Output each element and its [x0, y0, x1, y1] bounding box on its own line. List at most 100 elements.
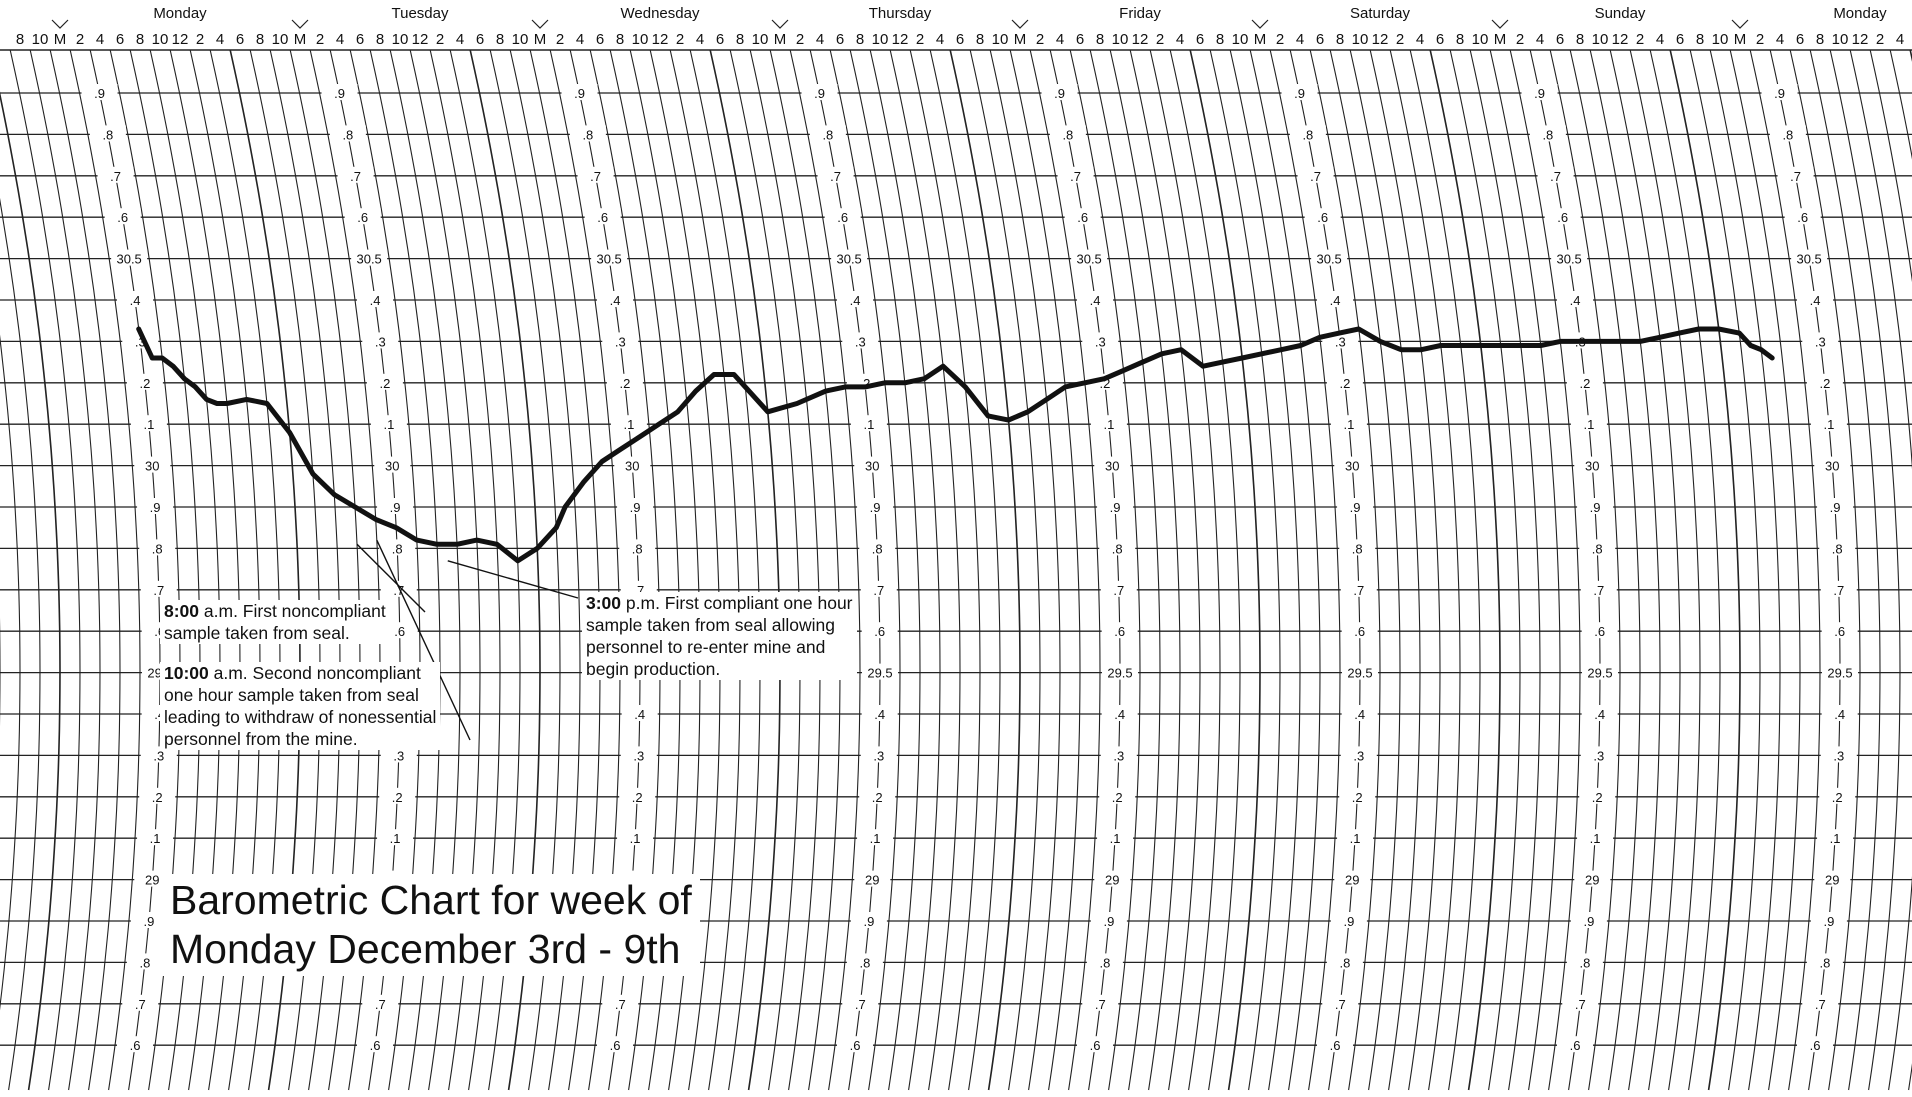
scale-label-bg [1339, 539, 1376, 556]
scale-label: 30 [865, 459, 879, 474]
scale-label: .4 [370, 293, 381, 308]
scale-label: .9 [390, 500, 401, 515]
hour-label: 8 [616, 31, 624, 48]
scale-label: .6 [1557, 210, 1568, 225]
scale-label: .3 [1833, 748, 1844, 763]
leader-line [356, 543, 426, 613]
day-label: Sunday [1595, 5, 1646, 22]
scale-label: .7 [110, 169, 121, 184]
scale-label-bg [344, 208, 381, 225]
scale-label: .6 [1834, 624, 1845, 639]
grid-time-arc [1029, 49, 1101, 1091]
scale-label-bg [862, 663, 898, 680]
hour-label: M [1494, 31, 1507, 48]
scale-label-bg [329, 125, 366, 142]
hour-label: 10 [392, 31, 409, 48]
scale-label: .8 [1302, 127, 1313, 142]
scale-label: .4 [1570, 293, 1581, 308]
grid-time-arc [1309, 49, 1381, 1091]
scale-label: .8 [1339, 955, 1350, 970]
scale-label-bg [1581, 705, 1618, 721]
scale-label: .2 [1819, 376, 1830, 391]
scale-label: .1 [1583, 417, 1594, 432]
scale-label-bg [1340, 580, 1377, 597]
grid-day-arc [709, 49, 781, 1091]
grid-time-arc [1349, 49, 1421, 1091]
scale-label: .9 [1294, 86, 1305, 101]
scale-label: 29 [1345, 873, 1359, 888]
scale-label: .7 [1550, 169, 1561, 184]
scale-label-bg [1100, 580, 1137, 597]
scale-label: .1 [1110, 831, 1121, 846]
scale-label-bg [842, 332, 879, 349]
hour-label: 12 [1132, 31, 1149, 48]
hour-label: 8 [1096, 31, 1104, 48]
scale-label-bg [1557, 291, 1594, 307]
scale-label: .4 [610, 293, 621, 308]
scale-label-bg [140, 746, 177, 763]
scale-label: 30.5 [1796, 252, 1821, 267]
hour-label: 8 [256, 31, 264, 48]
scale-label: .4 [1810, 293, 1821, 308]
scale-label-bg [377, 829, 414, 846]
grid-time-arc [829, 49, 901, 1091]
annotation-second-noncompliant: 10:00 a.m. Second noncompliant one hour … [160, 662, 441, 750]
scale-label-bg [1821, 705, 1858, 721]
scale-label: .2 [1339, 376, 1350, 391]
scale-label-bg [1049, 125, 1086, 142]
scale-label: .2 [872, 790, 883, 805]
hour-label: 10 [752, 31, 769, 48]
hour-label: 10 [1832, 31, 1849, 48]
scale-label-bg [1102, 663, 1138, 680]
scale-label: .7 [1593, 583, 1604, 598]
hour-label: 10 [1232, 31, 1249, 48]
hour-label: 10 [32, 31, 49, 48]
hour-label: 6 [1796, 31, 1804, 48]
scale-label: .6 [1810, 1038, 1821, 1053]
scale-label: .3 [1593, 748, 1604, 763]
grid-time-arc [1869, 49, 1912, 1091]
scale-label-bg [377, 498, 414, 514]
scale-label: .9 [334, 86, 345, 101]
scale-label-bg [126, 953, 163, 970]
scale-label-bg [1557, 1036, 1594, 1053]
hour-label: 8 [376, 31, 384, 48]
scale-label-bg [860, 746, 897, 763]
hour-label: 10 [632, 31, 649, 48]
grid-time-arc [29, 49, 101, 1091]
scale-label: .8 [582, 127, 593, 142]
scale-label: .3 [873, 748, 884, 763]
grid-time-arc [1849, 49, 1912, 1091]
scale-label-bg [1077, 291, 1114, 307]
hour-label: 6 [1436, 31, 1444, 48]
scale-label-bg [1577, 498, 1614, 514]
scale-label: .2 [1592, 790, 1603, 805]
hour-label: M [294, 31, 307, 48]
hour-label: 4 [576, 31, 584, 48]
scale-label-bg [381, 622, 418, 639]
grid-time-arc [1389, 49, 1461, 1091]
scale-label: .6 [1594, 624, 1605, 639]
scale-label-bg [1810, 912, 1847, 928]
scale-label-bg [1341, 622, 1378, 639]
scale-label: .7 [1070, 169, 1081, 184]
scale-label: .2 [1579, 376, 1590, 391]
scale-label: .9 [814, 86, 825, 101]
scale-label: 29 [1585, 873, 1599, 888]
hour-label: 2 [1636, 31, 1644, 48]
scale-label-bg [321, 84, 358, 100]
scale-label-bg [842, 994, 879, 1011]
grid-time-arc [49, 49, 121, 1091]
scale-label-bg [122, 994, 159, 1011]
scale-label-bg [846, 953, 883, 970]
scale-label: .3 [1113, 748, 1124, 763]
leader-line [447, 560, 579, 599]
grid-time-arc [769, 49, 841, 1091]
scale-label: .2 [859, 376, 870, 391]
hour-label: 8 [976, 31, 984, 48]
scale-label-bg [850, 912, 887, 928]
scale-label-bg [1806, 953, 1843, 970]
day-divider [51, 19, 69, 29]
scale-label: 29.5 [1107, 666, 1132, 681]
hour-label: 4 [936, 31, 944, 48]
